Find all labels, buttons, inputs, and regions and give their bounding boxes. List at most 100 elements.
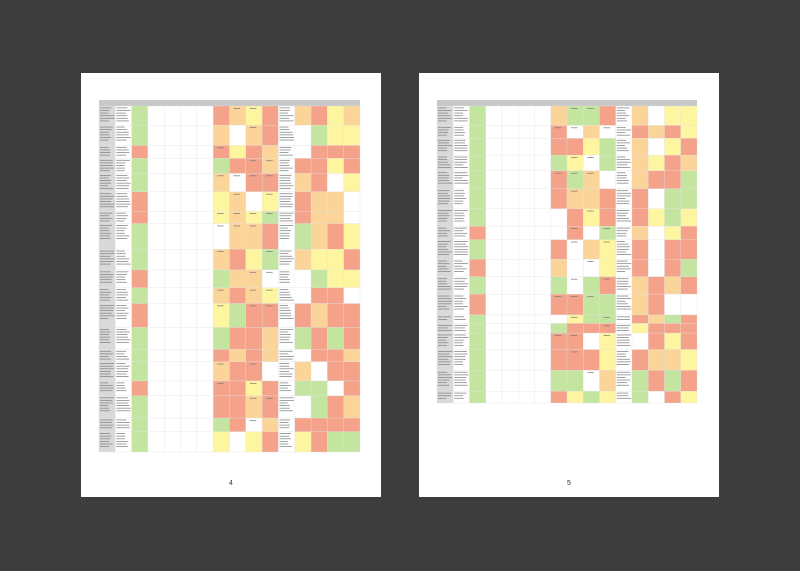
- text-line: [603, 335, 610, 336]
- table-cell: [518, 138, 535, 156]
- table-cell: [469, 391, 486, 404]
- table-cell: [534, 239, 551, 260]
- text-line: [116, 232, 125, 234]
- table-cell: [261, 303, 279, 328]
- text-line: [100, 353, 114, 355]
- text-line: [616, 192, 632, 194]
- text-line: [279, 182, 292, 184]
- table-cell: [245, 145, 263, 159]
- table-cell: [550, 154, 568, 171]
- table-cell: [115, 173, 132, 192]
- table-cell: [278, 327, 295, 350]
- text-line: [116, 206, 129, 208]
- table-cell: [566, 208, 584, 227]
- table-cell: [436, 170, 454, 189]
- text-line: [233, 213, 241, 214]
- table-cell: [327, 431, 344, 453]
- text-line: [100, 350, 112, 352]
- text-line: [616, 203, 630, 205]
- table-cell: [327, 349, 344, 362]
- text-line: [279, 438, 291, 440]
- text-line: [279, 356, 294, 357]
- text-line: [116, 115, 128, 117]
- text-line: [100, 390, 113, 392]
- text-line: [100, 110, 110, 111]
- text-line: [279, 274, 290, 275]
- text-line: [279, 170, 289, 172]
- table-cell: [180, 431, 198, 453]
- text-line: [454, 235, 466, 237]
- text-line: [454, 308, 464, 310]
- text-line: [438, 164, 451, 166]
- text-line: [100, 167, 114, 169]
- text-line: [116, 373, 127, 375]
- table-cell: [518, 125, 535, 139]
- table-cell: [518, 391, 535, 404]
- text-line: [100, 307, 114, 309]
- text-line: [571, 316, 578, 318]
- text-line: [266, 213, 273, 214]
- table-cell: [229, 431, 246, 453]
- table-cell: [436, 208, 454, 227]
- text-line: [116, 279, 126, 281]
- table-cell: [180, 124, 198, 146]
- text-line: [454, 129, 464, 131]
- text-line: [279, 424, 290, 426]
- text-line: [116, 110, 131, 111]
- table-cell: [469, 154, 486, 171]
- text-line: [100, 107, 112, 109]
- table-cell: [343, 269, 361, 288]
- text-line: [616, 180, 629, 181]
- table-cell: [664, 125, 681, 139]
- text-line: [616, 215, 627, 217]
- text-line: [279, 217, 291, 219]
- table-cell: [631, 239, 649, 260]
- text-line: [279, 382, 289, 384]
- text-line: [100, 399, 113, 401]
- table-cell: [213, 105, 230, 126]
- text-line: [116, 250, 126, 252]
- table-cell: [485, 276, 503, 295]
- text-line: [116, 180, 127, 181]
- table-cell: [213, 349, 230, 362]
- text-line: [438, 377, 453, 378]
- text-line: [454, 334, 466, 336]
- text-line: [100, 232, 112, 234]
- text-line: [100, 339, 109, 341]
- table-cell: [501, 226, 519, 240]
- text-line: [454, 344, 464, 346]
- text-line: [249, 108, 257, 109]
- text-line: [116, 253, 126, 255]
- table-cell: [343, 395, 361, 419]
- table-cell: [469, 276, 486, 295]
- table-cell: [229, 105, 246, 126]
- text-line: [100, 424, 114, 426]
- table-cell: [343, 303, 361, 328]
- table-cell: [343, 431, 361, 453]
- table-cell: [453, 332, 470, 350]
- table-cell: [131, 173, 149, 192]
- table-cell: [343, 287, 361, 304]
- table-cell: [261, 145, 279, 159]
- table-cell: [310, 395, 328, 419]
- table-cell: [164, 105, 181, 126]
- text-line: [454, 353, 468, 355]
- text-line: [438, 342, 449, 344]
- table-cell: [115, 124, 132, 146]
- text-line: [438, 232, 448, 234]
- text-line: [116, 407, 131, 409]
- text-line: [279, 427, 290, 429]
- table-cell: [501, 259, 519, 277]
- text-line: [587, 261, 594, 262]
- table-cell: [327, 327, 344, 350]
- table-cell: [131, 249, 149, 271]
- table-cell: [534, 370, 551, 392]
- text-line: [100, 397, 114, 399]
- text-line: [438, 182, 453, 184]
- table-cell: [566, 259, 584, 277]
- table-cell: [518, 239, 535, 260]
- text-line: [616, 283, 629, 285]
- text-line: [438, 241, 452, 242]
- table-cell: [631, 293, 649, 316]
- text-line: [116, 165, 125, 166]
